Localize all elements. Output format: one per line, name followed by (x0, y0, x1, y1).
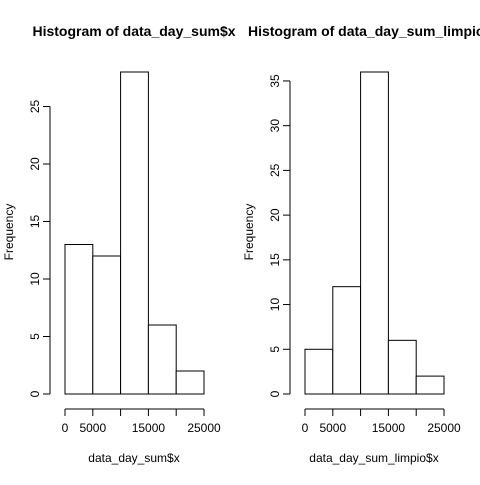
histogram-bars (304, 71, 445, 395)
histogram-bar (64, 244, 94, 395)
x-tick-label: 0 (302, 421, 309, 435)
y-tick-label: 15 (268, 253, 282, 267)
histogram-bar (387, 339, 417, 395)
y-axis: 0 5 10 15 20 25 (28, 100, 51, 397)
x-axis-label: data_day_sum_limpio$x (309, 451, 438, 465)
y-tick-label: 20 (268, 208, 282, 222)
y-axis: 0 5 10 15 20 25 30 35 (268, 74, 291, 397)
histogram-bar (360, 71, 389, 395)
y-tick-label: 0 (28, 390, 42, 397)
y-tick-label: 10 (28, 272, 42, 286)
histogram-bar (92, 255, 122, 395)
histogram-panel-left: Histogram of data_day_sum$x data_day_sum… (2, 23, 236, 465)
histogram-panel-right: Histogram of data_day_sum_limpio$x data_… (242, 23, 480, 465)
y-axis-label: Frequency (2, 204, 16, 261)
y-tick-label: 5 (28, 333, 42, 340)
histogram-bar (415, 375, 445, 395)
y-tick-label: 10 (268, 298, 282, 312)
x-tick-label: 5000 (319, 421, 346, 435)
y-tick-label: 25 (268, 163, 282, 177)
histogram-bar (332, 286, 362, 395)
x-tick-label: 0 (62, 421, 69, 435)
x-axis: 0 5000 15000 25000 (62, 408, 221, 435)
y-tick-label: 20 (28, 157, 42, 171)
x-tick-label: 25000 (427, 421, 461, 435)
chart-title: Histogram of data_day_sum_limpio$x (248, 23, 480, 39)
y-tick-label: 15 (28, 215, 42, 229)
y-axis-label: Frequency (242, 204, 256, 261)
histogram-bar (304, 348, 334, 395)
chart-title: Histogram of data_day_sum$x (32, 23, 235, 39)
x-tick-label: 5000 (79, 421, 106, 435)
histogram-bars (64, 71, 205, 395)
y-tick-label: 0 (268, 390, 282, 397)
y-tick-label: 30 (268, 119, 282, 133)
histogram-bar (120, 71, 149, 395)
histogram-bar (147, 324, 177, 395)
x-tick-label: 15000 (372, 421, 406, 435)
y-tick-label: 5 (268, 346, 282, 353)
y-tick-label: 25 (28, 100, 42, 114)
x-tick-label: 25000 (187, 421, 221, 435)
x-axis: 0 5000 15000 25000 (302, 408, 461, 435)
y-tick-label: 35 (268, 74, 282, 88)
x-axis-label: data_day_sum$x (88, 451, 179, 465)
histogram-bar (175, 370, 205, 395)
x-tick-label: 15000 (132, 421, 166, 435)
